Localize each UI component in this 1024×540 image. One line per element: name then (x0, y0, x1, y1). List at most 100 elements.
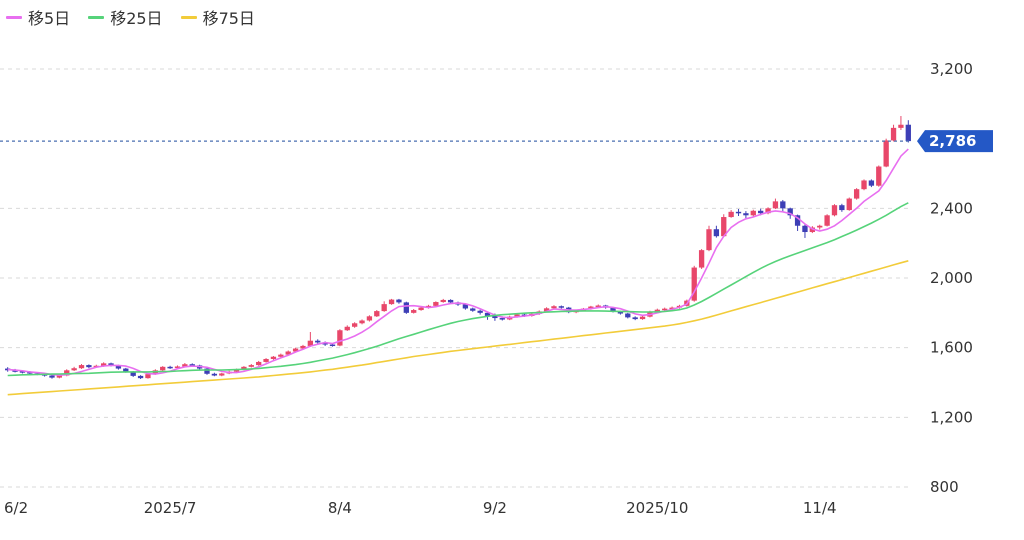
candle-body (654, 309, 660, 312)
candle-body (758, 210, 764, 214)
ma5-line (7, 148, 909, 377)
candle-body (256, 361, 262, 366)
candle-body (344, 326, 350, 331)
candle-body (883, 140, 889, 167)
candle-body (130, 371, 136, 376)
candle-body (108, 363, 114, 366)
chart-legend: 移5日 移25日 移75日 (6, 4, 273, 30)
candle-body (12, 370, 18, 372)
candle-body (56, 375, 63, 378)
x-tick-label: 2025/10 (626, 499, 688, 517)
candle-body (167, 366, 173, 369)
candle-body (817, 225, 823, 228)
legend-item-ma5[interactable]: 移5日 (6, 5, 70, 29)
legend-label-ma75: 移75日 (202, 9, 255, 28)
candle-body (868, 180, 875, 186)
y-tick-label: 3,200 (930, 60, 973, 78)
x-tick-label: 11/4 (803, 499, 837, 517)
candle-body (706, 229, 712, 251)
y-tick-label: 1,600 (930, 339, 973, 357)
x-tick-label: 2025/7 (144, 499, 197, 517)
candle-body (78, 365, 85, 369)
candle-body (514, 314, 520, 317)
y-tick-label: 800 (930, 478, 959, 496)
candle-body (160, 366, 166, 371)
legend-swatch-ma25 (88, 15, 105, 19)
current-price-marker: 2,786 (0, 130, 993, 153)
candle-body (499, 318, 505, 320)
legend-item-ma25[interactable]: 移25日 (88, 5, 163, 29)
candle-body (780, 201, 786, 209)
candle-body (595, 305, 601, 308)
candle-body (794, 215, 801, 226)
x-tick-label: 6/2 (4, 499, 28, 517)
candle-body (543, 308, 550, 312)
ma75-line (7, 260, 909, 396)
ma25-line (7, 202, 909, 377)
candle-body (388, 299, 395, 305)
candle-body (403, 302, 409, 313)
candle-body (292, 348, 299, 352)
candle-body (824, 215, 830, 226)
legend-swatch-ma5 (6, 15, 22, 19)
candle-body (351, 323, 358, 327)
x-axis: 6/2 2025/7 8/4 9/2 2025/10 11/4 (4, 499, 837, 517)
candle-body (713, 229, 720, 237)
candle-body (366, 316, 373, 321)
candlestick-series (5, 116, 911, 380)
y-tick-label: 2,000 (930, 269, 973, 287)
candle-body (300, 345, 306, 349)
candle-body (890, 127, 897, 141)
candle-body (470, 308, 476, 311)
candle-body (447, 299, 454, 303)
candle-body (662, 308, 668, 311)
candle-body (669, 307, 675, 310)
candle-body (49, 375, 55, 378)
candle-body (145, 374, 151, 379)
moving-average-lines (7, 148, 909, 396)
candle-body (462, 304, 469, 309)
candle-body (411, 310, 417, 313)
candle-body (396, 299, 402, 303)
candle-body (484, 312, 491, 316)
legend-label-ma25: 移25日 (110, 9, 163, 28)
candle-body (86, 365, 92, 368)
candle-body (204, 368, 210, 374)
candle-body (418, 307, 424, 311)
candle-body (787, 208, 793, 216)
candle-body (233, 369, 240, 372)
candle-body (721, 217, 727, 237)
candle-body (248, 365, 254, 367)
candle-body (558, 306, 565, 308)
candle-body (211, 373, 218, 376)
candle-body (477, 310, 483, 313)
x-tick-label: 8/4 (328, 499, 352, 517)
candle-body (898, 124, 904, 128)
candle-body (625, 313, 631, 318)
candle-body (440, 299, 446, 303)
candle-body (839, 205, 845, 211)
candle-body (853, 189, 860, 199)
candle-body (728, 211, 734, 218)
candle-body (270, 356, 277, 359)
candle-body (219, 373, 225, 376)
candle-body (123, 368, 129, 372)
candle-body (315, 340, 321, 343)
candle-body (765, 208, 771, 214)
candle-body (137, 375, 144, 379)
candle-body (263, 358, 269, 362)
candle-body (861, 180, 867, 190)
candle-body (876, 166, 882, 186)
candle-body (492, 315, 498, 319)
candle-body (278, 354, 284, 357)
legend-swatch-ma75 (180, 15, 197, 19)
candle-body (846, 198, 852, 211)
candle-body (71, 368, 77, 371)
candle-body (632, 317, 638, 320)
candle-body (610, 307, 616, 312)
candle-body (588, 306, 594, 309)
candle-body (285, 351, 291, 355)
legend-item-ma75[interactable]: 移75日 (180, 5, 255, 29)
candle-body (772, 201, 779, 209)
